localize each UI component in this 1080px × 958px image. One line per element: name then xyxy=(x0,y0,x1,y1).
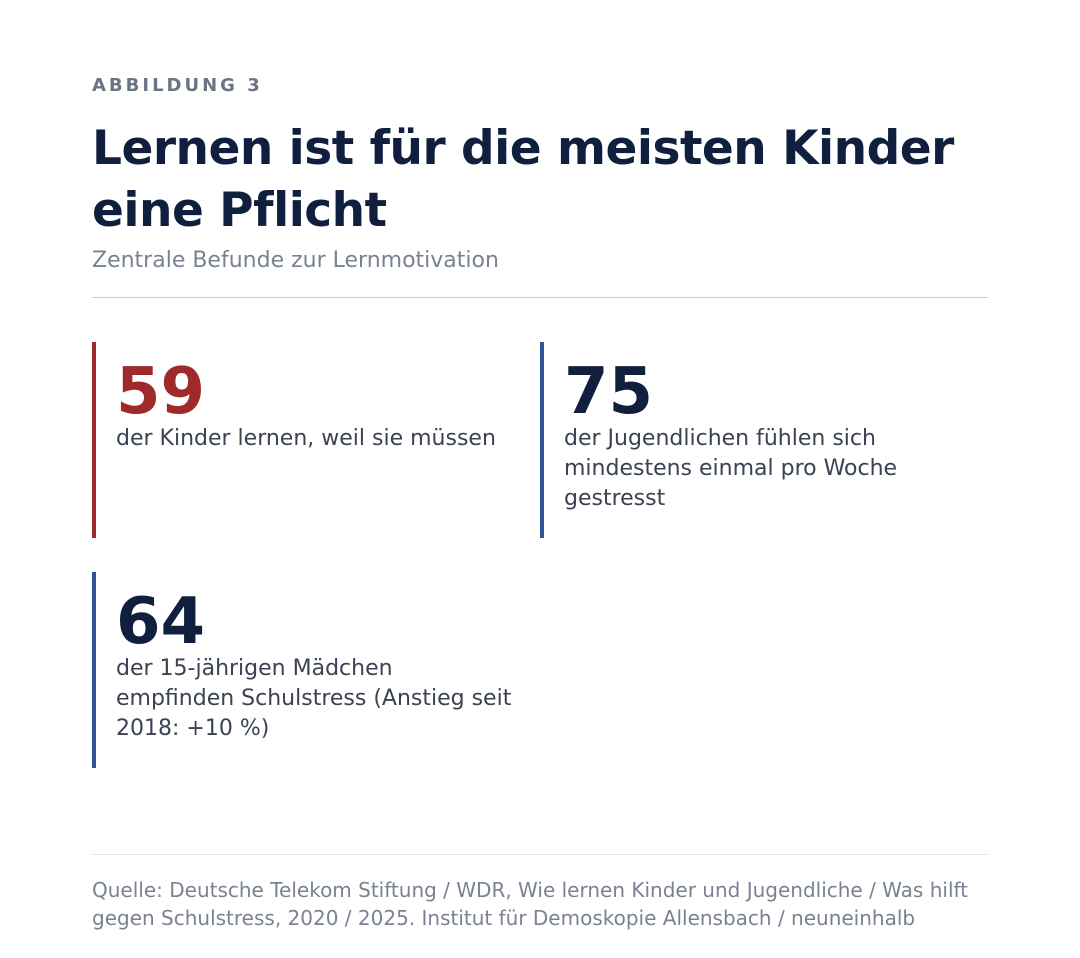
stat-number: 75 xyxy=(564,355,654,429)
figure-kicker: ABBILDUNG 3 xyxy=(92,75,263,96)
stat-card-kinder: 59 der Kinder lernen, weil sie müssen xyxy=(92,342,512,538)
stat-description: der 15-jährigen Mädchen empfinden Schuls… xyxy=(116,656,512,741)
bottom-divider xyxy=(92,854,988,855)
stat-card-jugendliche: 75 der Jugendlichen fühlen sich mindeste… xyxy=(540,342,960,538)
figure-title: Lernen ist für die meisten Kinder eine P… xyxy=(92,121,954,238)
source-note: Quelle: Deutsche Telekom Stiftung / WDR,… xyxy=(92,878,969,930)
figure-subtitle: Zentrale Befunde zur Lernmotivation xyxy=(92,248,499,273)
stat-number: 59 xyxy=(116,355,206,429)
top-divider xyxy=(92,297,988,298)
stat-description: der Jugendlichen fühlen sich mindestens … xyxy=(564,426,898,511)
stat-number: 64 xyxy=(116,585,206,659)
stat-card-maedchen: 64 der 15-jährigen Mädchen empfinden Sch… xyxy=(92,572,512,768)
stat-description: der Kinder lernen, weil sie müssen xyxy=(116,426,496,451)
